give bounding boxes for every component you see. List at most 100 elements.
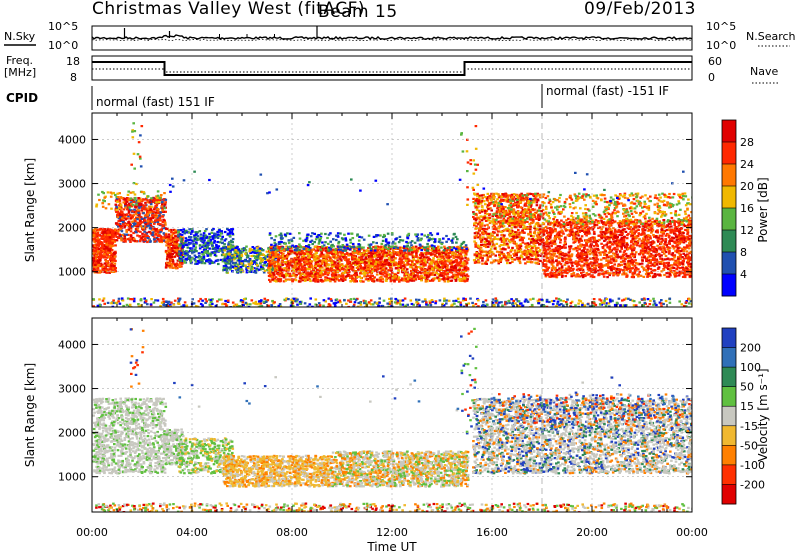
- power-point: [299, 253, 302, 256]
- power-point: [440, 242, 444, 246]
- power-point: [192, 251, 196, 254]
- power-scatter: [92, 122, 692, 307]
- power-point: [297, 263, 300, 266]
- power-point: [368, 270, 372, 273]
- power-point: [349, 238, 352, 241]
- power-point: [274, 253, 278, 256]
- power-point: [112, 235, 115, 238]
- power-point: [352, 247, 356, 250]
- power-point: [445, 251, 448, 254]
- power-point: [224, 263, 228, 266]
- power-point: [125, 233, 128, 236]
- power-point: [456, 250, 459, 253]
- power-point: [257, 248, 260, 251]
- power-point: [126, 217, 129, 220]
- power-point: [397, 241, 401, 244]
- power-point: [302, 277, 305, 281]
- power-point: [156, 220, 159, 223]
- power-point: [281, 274, 284, 278]
- power-point: [193, 236, 196, 239]
- power-point: [385, 263, 388, 266]
- power-point: [446, 246, 450, 250]
- power-point: [153, 227, 156, 230]
- power-point: [331, 269, 334, 272]
- power-point: [259, 252, 263, 255]
- power-point: [262, 253, 266, 257]
- power-point: [171, 250, 175, 253]
- power-point: [153, 222, 156, 225]
- power-point: [114, 259, 117, 262]
- power-point: [312, 278, 316, 281]
- power-point: [317, 264, 320, 267]
- power-point: [359, 279, 362, 283]
- power-point: [204, 234, 207, 237]
- power-point: [146, 201, 150, 204]
- power-point: [450, 239, 454, 242]
- power-point: [364, 263, 367, 266]
- power-point: [360, 246, 364, 249]
- power-point: [437, 279, 441, 282]
- power-point: [369, 278, 373, 281]
- power-point: [301, 265, 305, 268]
- power-point: [193, 257, 196, 261]
- power-point: [403, 250, 407, 253]
- power-point: [299, 277, 302, 280]
- power-point: [335, 267, 338, 270]
- power-point: [412, 275, 416, 278]
- power-point: [356, 260, 359, 263]
- power-point: [278, 234, 281, 237]
- power-point: [282, 249, 285, 252]
- power-point: [369, 247, 373, 250]
- power-point: [449, 255, 452, 258]
- power-point: [248, 258, 252, 261]
- power-point: [149, 208, 152, 211]
- power-point: [287, 241, 291, 245]
- power-point: [226, 257, 229, 260]
- power-point: [314, 238, 318, 241]
- power-point: [110, 270, 113, 273]
- power-point: [451, 251, 454, 254]
- power-point: [157, 223, 160, 226]
- power-point: [446, 272, 450, 275]
- power-point: [321, 246, 324, 250]
- power-point: [194, 231, 197, 234]
- power-point: [357, 266, 360, 269]
- power-point: [327, 271, 330, 274]
- freq-tick-top: 18: [66, 55, 80, 68]
- power-point: [176, 259, 180, 262]
- power-point: [172, 228, 176, 231]
- power-point: [92, 244, 95, 247]
- power-point: [210, 251, 214, 254]
- power-point: [203, 262, 207, 265]
- power-point: [371, 253, 375, 256]
- power-point: [154, 197, 157, 200]
- power-point: [123, 237, 127, 240]
- power-point: [404, 249, 407, 252]
- power-point: [158, 239, 161, 242]
- power-point: [170, 256, 173, 259]
- power-point: [182, 228, 186, 231]
- power-point: [404, 257, 408, 260]
- power-point: [93, 237, 97, 240]
- power-point: [181, 246, 184, 249]
- power-point: [133, 239, 137, 242]
- power-point: [424, 246, 427, 249]
- power-point: [417, 265, 421, 269]
- power-point: [428, 262, 432, 266]
- power-point: [436, 269, 439, 272]
- power-point: [423, 272, 426, 275]
- power-point: [97, 243, 100, 246]
- power-point: [452, 266, 456, 269]
- power-point: [269, 246, 273, 249]
- power-point: [340, 237, 344, 240]
- power-point: [231, 238, 235, 241]
- power-point: [254, 271, 258, 274]
- power-point: [137, 210, 141, 213]
- power-point: [162, 227, 166, 230]
- power-point: [266, 255, 270, 258]
- power-point: [98, 252, 102, 255]
- power-point: [146, 234, 149, 237]
- power-point: [296, 267, 299, 270]
- power-point: [345, 243, 349, 246]
- power-point: [92, 229, 95, 232]
